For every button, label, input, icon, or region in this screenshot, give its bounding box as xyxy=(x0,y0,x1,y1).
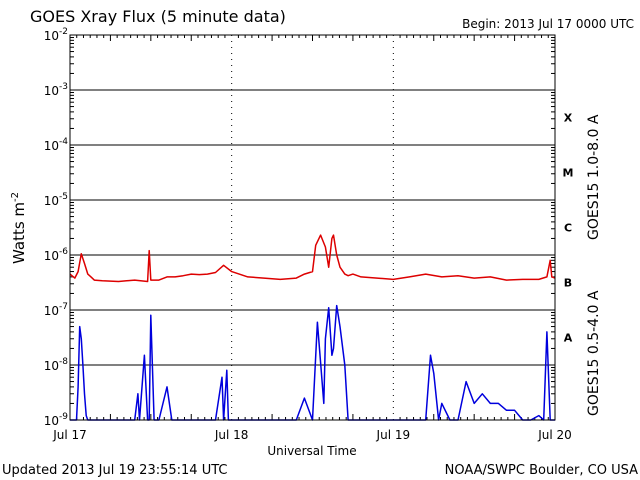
y-tick-label: 10-4 xyxy=(44,137,69,153)
x-axis-label: Universal Time xyxy=(267,444,356,458)
series-line-0 xyxy=(69,234,556,283)
x-tick-label: Jul 17 xyxy=(52,428,87,442)
flare-class-label: A xyxy=(564,332,573,345)
y-tick-label: 10-2 xyxy=(44,27,68,43)
flare-class-labels: X M C B A xyxy=(563,112,574,345)
y-axis-label: Watts m-2 xyxy=(10,192,28,264)
chart-title: GOES Xray Flux (5 minute data) xyxy=(30,7,286,26)
updated-timestamp: Updated 2013 Jul 19 23:55:14 UTC xyxy=(2,463,227,478)
grid-lines xyxy=(70,35,555,420)
x-tick-label: Jul 18 xyxy=(214,428,249,442)
y-tick-label: 10-8 xyxy=(44,357,69,373)
x-tick-label: Jul 19 xyxy=(376,428,411,442)
flare-class-label: X xyxy=(564,112,573,125)
series-line-1 xyxy=(70,304,555,421)
y-tick-labels: 10-2 10-3 10-4 10-5 10-6 10-7 10-8 10-9 xyxy=(44,27,69,428)
flare-class-label: M xyxy=(563,167,574,180)
y-tick-label: 10-3 xyxy=(44,82,68,98)
source-credit: NOAA/SWPC Boulder, CO USA xyxy=(445,463,638,478)
y-tick-label: 10-7 xyxy=(44,302,68,318)
x-tick-label: Jul 20 xyxy=(537,428,572,442)
series-lines xyxy=(69,234,556,421)
x-tick-labels: Jul 17 Jul 18 Jul 19 Jul 20 xyxy=(52,428,572,442)
y-tick-label: 10-9 xyxy=(44,412,69,428)
legend-long-channel: GOES15 1.0-8.0 A xyxy=(586,114,602,240)
y-tick-label: 10-5 xyxy=(44,192,68,208)
plot-frame xyxy=(69,34,556,421)
legend-short-channel: GOES15 0.5-4.0 A xyxy=(586,290,602,416)
flare-class-label: C xyxy=(564,222,572,235)
flare-class-label: B xyxy=(564,277,572,290)
begin-label: Begin: 2013 Jul 17 0000 UTC xyxy=(462,17,634,31)
y-tick-label: 10-6 xyxy=(44,247,69,263)
